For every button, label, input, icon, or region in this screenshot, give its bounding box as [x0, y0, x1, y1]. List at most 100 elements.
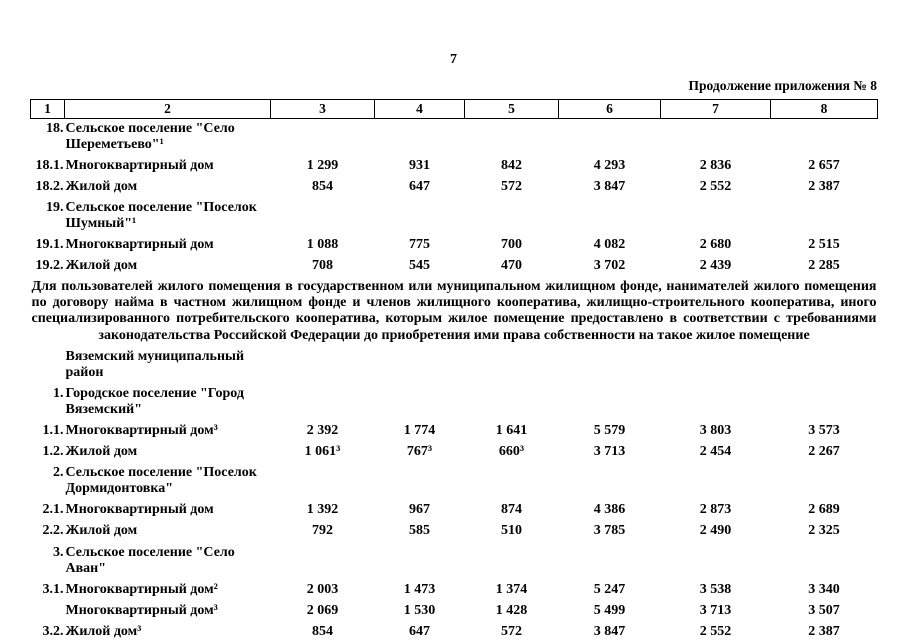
cell-value-col-7: 3 803	[699, 423, 732, 439]
column-number-7: 7	[660, 99, 771, 119]
cell-value-col-5: 572	[501, 623, 522, 639]
cell-value-col-8	[771, 543, 878, 580]
cell-value-col-5: 700	[501, 237, 522, 253]
table-row-data: 3.1. Многоквартирный дом² 2 003 1 473 1 374 5…	[31, 580, 878, 601]
row-number: 3.2.	[42, 623, 64, 639]
row-name: Жилой дом	[65, 523, 138, 539]
cell-value-col-8: 2 325	[808, 523, 840, 539]
table-row-group: 18. Сельское поселение "Село Шереметьево"…	[31, 118, 878, 156]
cell-value-col-7: 2 439	[699, 258, 732, 274]
column-number-1: 1	[30, 99, 65, 119]
cell-value-col-7: 2 873	[699, 502, 732, 518]
cell-value-col-5: 572	[501, 178, 522, 194]
row-number: 19.2.	[35, 258, 64, 274]
cell-value-col-6: 3 702	[593, 258, 626, 274]
cell-value-col-7: 2 836	[699, 157, 732, 173]
table-row-group: 3. Сельское поселение "Село Аван"	[31, 543, 878, 580]
cell-value-col-4: 931	[409, 157, 430, 173]
row-number: 1.2.	[42, 444, 64, 460]
row-number	[31, 601, 65, 622]
cell-value-col-8: 3 507	[808, 602, 840, 618]
cell-value-col-3: 792	[312, 523, 333, 539]
cell-value-col-4	[375, 347, 465, 384]
cell-value-col-7	[661, 347, 771, 384]
column-number-5: 5	[464, 99, 559, 119]
cell-value-col-4	[375, 463, 465, 500]
cell-value-col-3	[271, 347, 375, 384]
row-name: Вяземский муниципальный район	[65, 348, 245, 380]
cell-value-col-8: 2 387	[808, 178, 840, 194]
cell-value-col-7: 2 552	[699, 623, 732, 639]
table-header: 1 2 3 4 5 6 7 8	[30, 99, 878, 119]
cell-value-col-5: 1 428	[495, 602, 528, 618]
row-number: 3.1.	[42, 581, 64, 597]
cell-value-col-6	[559, 198, 661, 235]
cell-value-col-6	[559, 543, 661, 580]
row-name: Жилой дом	[65, 258, 138, 274]
cell-value-col-6: 4 386	[593, 502, 626, 518]
cell-value-col-6	[559, 118, 661, 156]
cell-value-col-8: 2 657	[808, 157, 840, 173]
cell-value-col-3: 1 088	[306, 237, 339, 253]
row-name: Сельское поселение "Село Шереметьево"¹	[65, 120, 235, 152]
row-number: 18.	[46, 120, 64, 136]
cell-value-col-5: 510	[501, 523, 522, 539]
row-number: 2.	[53, 465, 64, 481]
cell-value-col-8: 3 573	[808, 423, 840, 439]
cell-value-col-5: 1 374	[495, 581, 528, 597]
table-body: 18. Сельское поселение "Село Шереметьево"…	[31, 118, 878, 640]
cell-value-col-8: 2 285	[808, 258, 840, 274]
cell-value-col-8: 3 340	[808, 581, 840, 597]
cell-value-col-4: 647	[409, 178, 430, 194]
row-name: Сельское поселение "Село Аван"	[65, 544, 235, 576]
table-row-data: 19.1. Многоквартирный дом 1 088 775 700 4 082…	[31, 235, 878, 256]
cell-value-col-7: 2 490	[699, 523, 732, 539]
cell-value-col-6: 3 713	[593, 444, 626, 460]
cell-value-col-7: 3 538	[699, 581, 732, 597]
row-number: 1.	[53, 385, 64, 401]
cell-value-col-3: 2 392	[306, 423, 339, 439]
cell-value-col-7: 2 552	[699, 178, 732, 194]
row-name: Городское поселение "Город Вяземский"	[65, 385, 244, 417]
row-name: Многоквартирный дом³	[65, 423, 218, 439]
row-name: Многоквартирный дом²	[65, 581, 218, 597]
table-row-data: 2.2. Жилой дом 792 585 510 3 785 2 490 2 325	[31, 521, 878, 542]
cell-value-col-3	[271, 463, 375, 500]
cell-value-col-3: 708	[312, 258, 333, 274]
cell-value-col-7: 3 713	[699, 602, 732, 618]
cell-value-col-7: 2 454	[699, 444, 732, 460]
cell-value-col-4: 647	[409, 623, 430, 639]
cell-value-col-3: 2 003	[306, 581, 339, 597]
row-name: Жилой дом	[65, 178, 138, 194]
cell-value-col-7	[661, 543, 771, 580]
cell-value-col-3: 854	[312, 178, 333, 194]
cell-value-col-3: 2 069	[306, 602, 339, 618]
cell-value-col-4: 1 473	[403, 581, 436, 597]
cell-value-col-6: 5 499	[593, 602, 626, 618]
table-row-data: 19.2. Жилой дом 708 545 470 3 702 2 439 2 285	[31, 256, 878, 277]
document-table: 1 2 3 4 5 6 7 8 18. Сельское поселение "С…	[30, 99, 878, 640]
cell-value-col-3: 1 299	[306, 157, 339, 173]
cell-value-col-3	[271, 198, 375, 235]
cell-value-col-3: 1 392	[306, 502, 339, 518]
row-name: Жилой дом³	[65, 623, 142, 639]
continuation-caption: Продолжение приложения № 8	[688, 78, 877, 93]
cell-value-col-6: 4 082	[593, 237, 626, 253]
table-row-group: 19. Сельское поселение "Поселок Шумный"¹	[31, 198, 878, 235]
row-number: 18.1.	[35, 157, 64, 173]
cell-value-col-4: 967	[409, 502, 430, 518]
cell-value-col-5: 660³	[498, 444, 525, 460]
row-name: Многоквартирный дом	[65, 157, 214, 173]
table-row-region: Вяземский муниципальный район	[31, 347, 878, 384]
table-row-data: 3.2. Жилой дом³ 854 647 572 3 847 2 552 2 387	[31, 622, 878, 640]
table-row-data: 2.1. Многоквартирный дом 1 392 967 874 4 386 2…	[31, 500, 878, 521]
cell-value-col-3	[271, 384, 375, 421]
row-name: Многоквартирный дом³	[65, 602, 218, 618]
cell-value-col-8: 2 515	[808, 237, 840, 253]
row-number: 1.1.	[42, 423, 64, 439]
cell-value-col-4: 1 774	[403, 423, 436, 439]
row-number	[31, 347, 65, 384]
cell-value-col-5	[465, 347, 559, 384]
row-number: 19.	[46, 199, 64, 215]
